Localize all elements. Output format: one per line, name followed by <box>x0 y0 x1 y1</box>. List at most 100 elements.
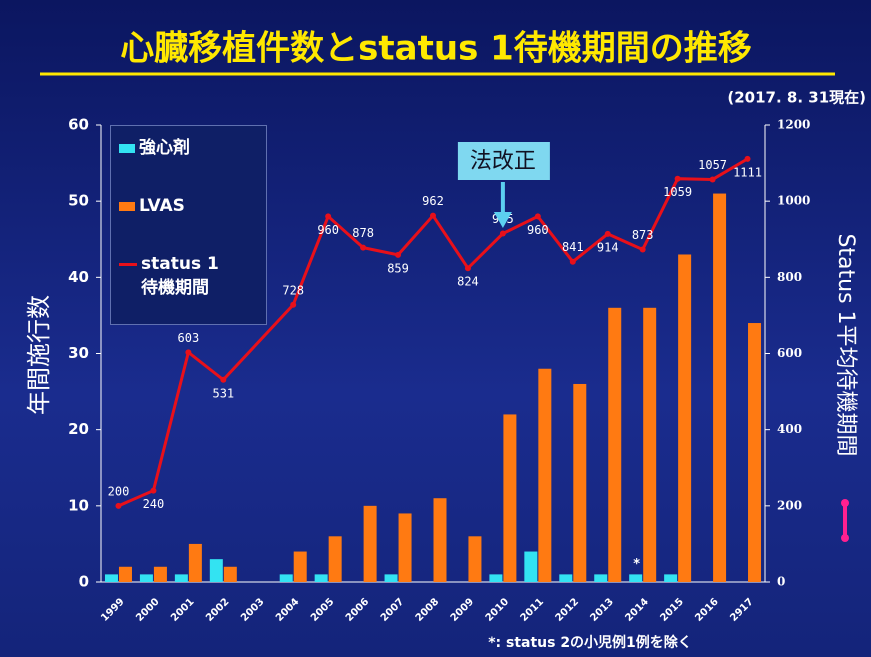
line-point <box>499 230 506 237</box>
line-point <box>395 251 402 258</box>
bar <box>608 307 622 582</box>
data-label: 962 <box>422 194 444 208</box>
data-label: 200 <box>108 484 130 498</box>
line-point <box>604 230 611 237</box>
line-point <box>115 502 122 509</box>
bar <box>174 574 188 582</box>
x-tick-label: 2002 <box>204 596 231 623</box>
line-point <box>464 265 471 272</box>
data-label: 824 <box>457 275 479 289</box>
bar <box>559 574 573 582</box>
data-label: 240 <box>143 497 165 511</box>
line-point <box>430 212 436 219</box>
x-tick-label: 2009 <box>449 596 476 623</box>
bar <box>328 536 342 582</box>
bar <box>489 574 503 582</box>
y2-tick-label: 1200 <box>777 118 810 132</box>
x-tick-label: 2006 <box>344 596 371 623</box>
y2-tick-label: 1000 <box>777 194 810 208</box>
bar <box>188 543 202 582</box>
data-label: 1111 <box>733 165 762 179</box>
bar <box>314 574 328 582</box>
line-point <box>534 213 541 220</box>
y2-tick-label: 400 <box>777 422 802 436</box>
legend-item: status 1 待機期間 <box>119 252 219 300</box>
y2-tick-label: 800 <box>777 270 802 284</box>
y2-tick-label: 600 <box>777 346 802 360</box>
bar <box>293 551 307 582</box>
bar <box>139 574 153 582</box>
x-tick-label: 2005 <box>309 596 336 623</box>
bar <box>363 505 377 582</box>
x-tick-label: 2015 <box>658 596 685 623</box>
data-label: 728 <box>282 283 304 297</box>
line-point <box>639 246 646 253</box>
annotation: 法改正 <box>470 149 536 174</box>
chart-title: 心臓移植件数とstatus 1待機期間の推移 <box>120 29 752 69</box>
bar <box>664 574 678 582</box>
legend-swatch <box>119 202 135 211</box>
y2-axis-label: Status 1平均待機期間 <box>833 233 858 456</box>
legend-swatch <box>119 144 135 153</box>
range-marker-end <box>841 499 849 507</box>
legend: 強心剤 LVAS status 1 待機期間 <box>110 125 267 325</box>
y-tick-label: 0 <box>79 573 89 591</box>
x-tick-label: 2000 <box>134 596 161 623</box>
legend-item: LVAS <box>119 194 185 218</box>
data-label: 914 <box>597 240 619 254</box>
annotation-arrowhead <box>493 212 512 228</box>
bar <box>713 193 727 583</box>
data-label: 1059 <box>663 185 692 199</box>
bar <box>503 414 517 582</box>
y-tick-label: 10 <box>68 496 89 514</box>
line-point <box>185 349 192 356</box>
line <box>117 157 749 508</box>
bar <box>104 574 118 582</box>
annotation-box <box>457 142 550 180</box>
line-point <box>709 176 716 183</box>
subtitle: (2017. 8. 31現在) <box>727 89 866 107</box>
legend-label: 強心剤 <box>139 138 190 158</box>
x-tick-label: 2001 <box>169 596 196 623</box>
bar <box>538 368 552 582</box>
bar <box>573 383 587 582</box>
x-tick-label: 2007 <box>379 596 406 623</box>
bar <box>643 307 657 582</box>
bar <box>468 536 482 582</box>
line-point <box>360 244 367 251</box>
bar <box>594 574 608 582</box>
x-tick-label: 2917 <box>728 596 755 623</box>
line-point <box>569 258 576 265</box>
x-tick-label: 1999 <box>99 596 126 623</box>
data-label: 960 <box>527 223 549 237</box>
y-tick-label: 30 <box>68 344 89 362</box>
y2-tick-label: 200 <box>777 498 802 512</box>
x-tick-label: 2011 <box>519 596 546 623</box>
bar <box>384 574 398 582</box>
x-tick-label: 2014 <box>623 596 650 623</box>
line-point <box>744 155 751 162</box>
range-marker-end <box>841 534 849 542</box>
data-label: 531 <box>212 386 234 400</box>
legend-item: 強心剤 <box>119 136 190 160</box>
data-label: 841 <box>562 240 584 254</box>
data-label: 1057 <box>698 158 727 172</box>
y-tick-label: 40 <box>68 268 89 286</box>
x-tick-label: 2003 <box>239 596 266 623</box>
line-point <box>674 175 681 182</box>
footnote: *: status 2の小児例1例を除く <box>488 634 692 651</box>
data-label: 859 <box>387 261 409 275</box>
bar <box>223 566 237 582</box>
y-tick-label: 60 <box>68 116 89 134</box>
bar <box>748 323 762 582</box>
x-tick-label: 2008 <box>414 596 441 623</box>
line-point <box>290 301 297 308</box>
bar <box>629 574 643 582</box>
legend-label: LVAS <box>139 196 185 216</box>
bar <box>279 574 293 582</box>
line-point <box>220 376 227 383</box>
data-label: 960 <box>317 223 339 237</box>
bar <box>433 498 447 582</box>
